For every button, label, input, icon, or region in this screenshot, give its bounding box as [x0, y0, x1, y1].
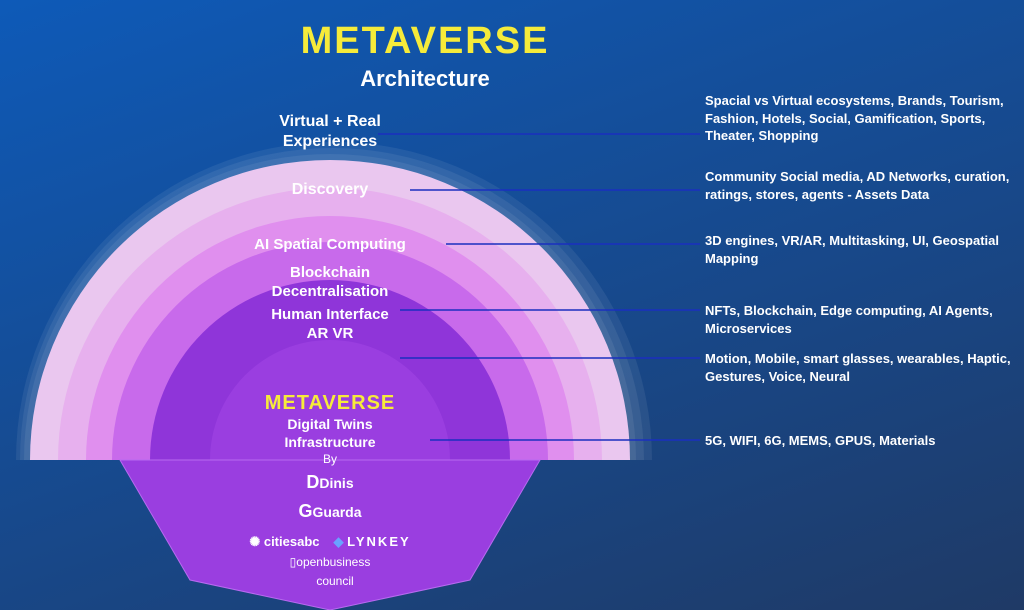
logo-row-2: ▯openbusiness council [200, 553, 460, 592]
layer-label-4: Human InterfaceAR VR [200, 306, 460, 344]
core-title: METAVERSE [240, 392, 420, 415]
author-name: DDinis GGuarda [200, 468, 460, 526]
layer-label-1: Discovery [200, 180, 460, 200]
citiesabc-logo: ✺ citiesabc [249, 532, 319, 553]
core-sub: Digital TwinsInfrastructure [240, 416, 420, 451]
layer-desc-1: Community Social media, AD Networks, cur… [705, 168, 1015, 203]
page-title: METAVERSE [275, 20, 575, 63]
layer-label-3: BlockchainDecentralisation [200, 264, 460, 302]
layer-desc-2: 3D engines, VR/AR, Multitasking, UI, Geo… [705, 232, 1015, 267]
layer-desc-3: NFTs, Blockchain, Edge computing, AI Age… [705, 302, 1015, 337]
openbusiness-logo: ▯openbusiness council [290, 553, 371, 592]
layer-label-0: Virtual + RealExperiences [200, 112, 460, 152]
author-and-logos: DDinis GGuarda ✺ citiesabc ◆ LYNKEY ▯ope… [200, 468, 460, 591]
layer-desc-0: Spacial vs Virtual ecosystems, Brands, T… [705, 92, 1015, 145]
page-subtitle: Architecture [275, 66, 575, 92]
core-by: By [230, 452, 430, 466]
layer-label-2: AI Spatial Computing [200, 236, 460, 255]
lynkey-logo: ◆ LYNKEY [334, 532, 411, 553]
layer-desc-5: 5G, WIFI, 6G, MEMS, GPUS, Materials [705, 432, 1015, 450]
layer-desc-4: Motion, Mobile, smart glasses, wearables… [705, 350, 1015, 385]
logo-row-1: ✺ citiesabc ◆ LYNKEY [200, 532, 460, 553]
